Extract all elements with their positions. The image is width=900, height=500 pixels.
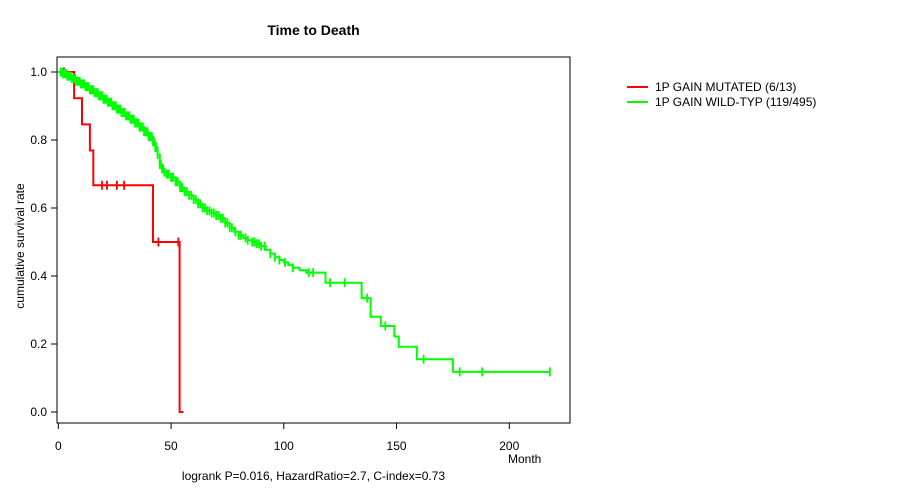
legend-line-swatch-green — [627, 100, 648, 103]
legend-item-wildtype: 1P GAIN WILD-TYP (119/495) — [627, 94, 816, 109]
survival-curve-red-mutated — [58, 71, 184, 413]
x-tick-label: 100 — [274, 439, 294, 453]
legend-item-mutated: 1P GAIN MUTATED (6/13) — [627, 79, 816, 94]
chart-title: Time to Death — [267, 22, 360, 38]
x-axis-title: Month — [508, 452, 542, 466]
y-axis-title: cumulative survival rate — [13, 183, 27, 309]
censor-marks-red-mutated — [63, 67, 180, 247]
censor-marks-green-wildtype — [59, 67, 551, 377]
y-tick-label: 0.2 — [30, 337, 47, 351]
x-tick-label: 0 — [55, 439, 62, 453]
plot-box — [56, 56, 571, 424]
y-tick-label: 0.8 — [30, 133, 47, 147]
legend: 1P GAIN MUTATED (6/13) 1P GAIN WILD-TYP … — [627, 79, 816, 109]
legend-label-wildtype: 1P GAIN WILD-TYP (119/495) — [655, 94, 817, 109]
x-tick-label: 150 — [387, 439, 407, 453]
stats-annotation: logrank P=0.016, HazardRatio=2.7, C-inde… — [181, 469, 446, 483]
y-tick-label: 0.6 — [30, 201, 47, 215]
x-tick-label: 200 — [499, 439, 519, 453]
legend-line-swatch-red — [627, 85, 648, 88]
y-tick-label: 0.0 — [30, 405, 47, 419]
x-tick-label: 50 — [164, 439, 178, 453]
y-tick-label: 0.4 — [30, 269, 47, 283]
y-tick-label: 1.0 — [30, 65, 47, 79]
legend-label-mutated: 1P GAIN MUTATED (6/13) — [655, 79, 797, 94]
